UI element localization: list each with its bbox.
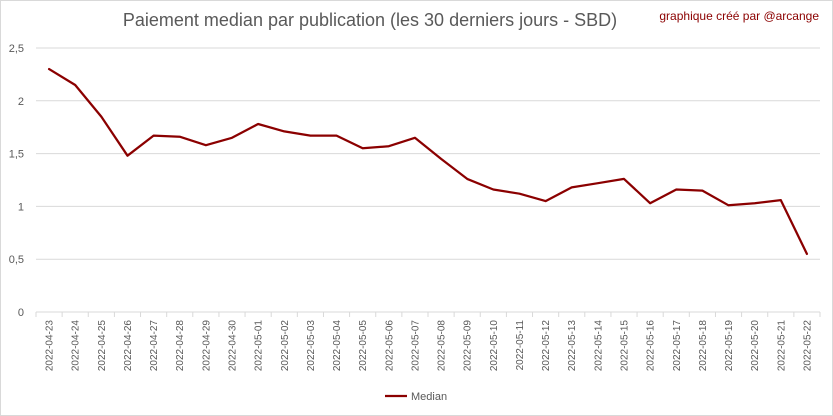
x-tick-label: 2022-04-26 (123, 320, 134, 372)
x-tick-label: 2022-05-06 (384, 320, 395, 372)
series-line (47, 67, 809, 256)
y-tick-label: 2 (18, 96, 24, 108)
x-tick-label: 2022-05-22 (802, 320, 813, 372)
y-tick-label: 0,5 (9, 254, 24, 266)
x-tick-label: 2022-05-02 (280, 320, 291, 372)
y-tick-label: 1,5 (9, 149, 24, 161)
chart-credit: graphique créé par @arcange (659, 9, 819, 23)
x-tick-label: 2022-05-18 (698, 320, 709, 372)
y-tick-label: 1 (18, 201, 24, 213)
x-tick-label: 2022-05-05 (358, 320, 369, 372)
x-tick-label: 2022-05-11 (515, 320, 526, 371)
x-tick-label: 2022-05-21 (776, 320, 787, 372)
x-tick-label: 2022-04-30 (228, 320, 239, 372)
x-tick-label: 2022-05-09 (463, 320, 474, 372)
x-tick-label: 2022-05-10 (489, 320, 500, 372)
x-tick-label: 2022-05-16 (646, 320, 657, 372)
x-tick-label: 2022-05-12 (541, 320, 552, 372)
x-tick-label: 2022-05-04 (332, 320, 343, 372)
x-tick-label: 2022-04-27 (149, 320, 160, 372)
x-tick-label: 2022-05-07 (410, 320, 421, 372)
x-tick-label: 2022-04-24 (71, 320, 82, 372)
y-tick-label: 0 (18, 307, 24, 319)
chart-title: Paiement median par publication (les 30 … (122, 10, 618, 30)
x-tick-label: 2022-05-13 (567, 320, 578, 372)
x-tick-label: 2022-05-17 (672, 320, 683, 372)
x-tick-label: 2022-05-03 (306, 320, 317, 372)
x-tick-label: 2022-05-15 (620, 320, 631, 372)
x-tick-label: 2022-04-25 (97, 320, 108, 372)
x-tick-label: 2022-05-19 (724, 320, 735, 372)
x-tick-label: 2022-05-14 (593, 320, 604, 372)
legend-label: Median (411, 391, 447, 403)
y-tick-label: 2,5 (9, 43, 24, 55)
x-tick-label: 2022-05-01 (254, 320, 265, 372)
x-tick-label: 2022-05-08 (437, 320, 448, 372)
x-tick-label: 2022-04-23 (45, 320, 56, 372)
x-tick-label: 2022-04-29 (201, 320, 212, 372)
x-tick-label: 2022-04-28 (175, 320, 186, 372)
x-tick-label: 2022-05-20 (750, 320, 761, 372)
